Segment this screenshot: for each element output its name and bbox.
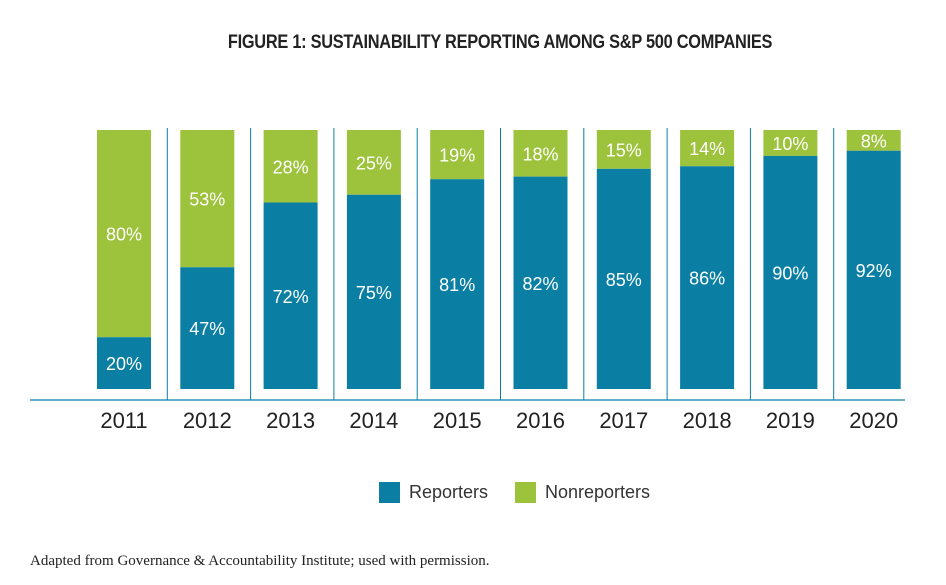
- bar-reporters: [763, 155, 818, 389]
- x-tick-label: 2011: [100, 408, 147, 433]
- bar-nonreporters: [346, 130, 401, 195]
- data-label-reporters: 92%: [856, 261, 892, 281]
- bar-nonreporters: [846, 130, 901, 151]
- legend-item-nonreporters: Nonreporters: [515, 482, 650, 503]
- data-label-reporters: 81%: [439, 275, 475, 295]
- data-label-nonreporters: 14%: [689, 139, 725, 159]
- bar-reporters: [513, 176, 568, 389]
- x-tick-label: 2019: [766, 408, 815, 433]
- data-label-nonreporters: 18%: [522, 144, 558, 164]
- bar-nonreporters: [97, 130, 151, 338]
- data-label-reporters: 75%: [356, 283, 392, 303]
- data-label-reporters: 90%: [772, 263, 808, 283]
- source-note: Adapted from Governance & Accountability…: [30, 553, 490, 569]
- x-tick-label: 2013: [266, 408, 315, 433]
- bar-nonreporters: [513, 130, 568, 177]
- legend-label: Reporters: [409, 482, 489, 502]
- data-label-nonreporters: 25%: [356, 153, 392, 173]
- bar-reporters: [596, 168, 651, 389]
- x-tick-label: 2020: [849, 408, 898, 433]
- x-tick-label: 2012: [183, 408, 232, 433]
- data-label-nonreporters: 19%: [439, 146, 475, 166]
- data-label-nonreporters: 80%: [106, 225, 142, 245]
- bar-nonreporters: [180, 130, 235, 268]
- stacked-bar-chart: 80% 20% 2011 53% 47% 2012 28% 72% 2013 25% 75% 2014…: [30, 128, 905, 433]
- bar-nonreporters: [263, 130, 318, 203]
- x-tick-label: 2015: [433, 408, 482, 433]
- data-label-reporters: 20%: [106, 354, 142, 374]
- data-label-reporters: 82%: [522, 274, 558, 294]
- data-label-nonreporters: 53%: [189, 190, 225, 210]
- x-tick-label: 2014: [349, 408, 398, 433]
- bar-nonreporters: [680, 130, 735, 167]
- bar-reporters: [680, 166, 735, 389]
- bar-reporters: [263, 202, 318, 389]
- data-label-reporters: 47%: [189, 319, 225, 339]
- data-label-reporters: 72%: [273, 287, 309, 307]
- legend-item-reporters: Reporters: [379, 482, 488, 503]
- data-label-reporters: 85%: [606, 270, 642, 290]
- bar-reporters: [180, 267, 235, 389]
- legend-swatch-nonreporters: [515, 482, 536, 503]
- data-label-reporters: 86%: [689, 269, 725, 289]
- x-tick-label: 2017: [599, 408, 648, 433]
- legend-label: Nonreporters: [545, 482, 651, 502]
- bar-nonreporters: [430, 130, 485, 180]
- chart-title: FIGURE 1: SUSTAINABILITY REPORTING AMONG…: [227, 32, 773, 53]
- bar-reporters: [430, 179, 485, 389]
- data-label-nonreporters: 10%: [772, 134, 808, 154]
- data-label-nonreporters: 28%: [273, 157, 309, 177]
- bar-reporters: [97, 337, 151, 389]
- data-label-nonreporters: 15%: [606, 140, 642, 160]
- bar-reporters: [846, 150, 901, 389]
- bar-nonreporters: [763, 130, 818, 156]
- data-label-nonreporters: 8%: [861, 131, 887, 151]
- bar-reporters: [346, 194, 401, 389]
- x-tick-label: 2016: [516, 408, 565, 433]
- legend-swatch-reporters: [379, 482, 400, 503]
- bar-nonreporters: [596, 130, 651, 169]
- x-tick-label: 2018: [683, 408, 732, 433]
